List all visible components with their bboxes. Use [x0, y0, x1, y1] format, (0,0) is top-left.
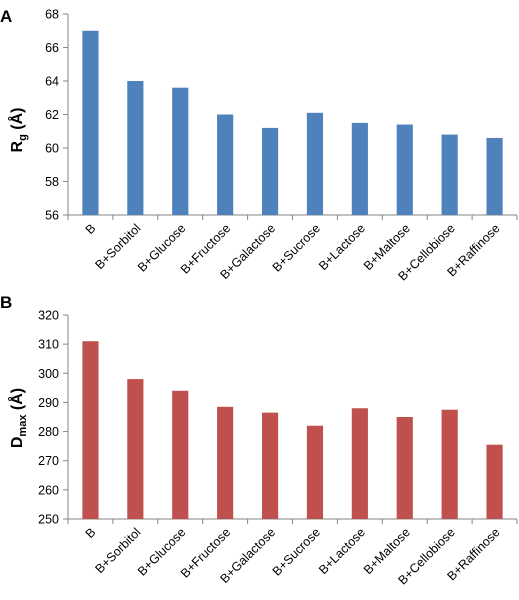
bar-b: [172, 390, 189, 519]
chart-panel-a: A Rg (Å) 56586062646668BB+SorbitolB+Gluc…: [0, 7, 518, 283]
y-tick-label-b: 310: [38, 338, 59, 352]
y-axis-label-b-unit: (Å): [7, 388, 26, 415]
y-tick-label-b: 280: [38, 425, 59, 439]
y-tick-label-b: 270: [38, 454, 59, 468]
y-axis-label-a: Rg (Å): [7, 108, 29, 153]
bar-a: [82, 30, 99, 215]
x-category-label-a: B+Lactose: [316, 221, 368, 273]
bar-b: [127, 379, 144, 519]
bar-b: [261, 412, 279, 519]
bar-a: [396, 124, 413, 215]
plot-area-b: 250260270280290300310320BB+SorbitolB+Glu…: [38, 309, 518, 587]
y-axis-label-a-unit: (Å): [7, 108, 26, 135]
y-tick-label-b: 250: [38, 513, 59, 527]
y-tick-label-a: 64: [45, 75, 59, 89]
bar-b: [82, 341, 99, 519]
y-tick-label-b: 290: [38, 396, 59, 410]
y-tick-label-a: 66: [45, 41, 59, 55]
bar-a: [261, 127, 279, 215]
x-category-label-a: B+Sucrose: [270, 221, 323, 274]
bar-b: [441, 409, 458, 519]
y-axis-label-b-sub: max: [17, 414, 29, 437]
x-category-label-b: B: [83, 525, 99, 541]
y-axis-label-b: Dmax (Å): [7, 388, 29, 448]
plot-area-a: 56586062646668BB+SorbitolB+GlucoseB+Fruc…: [45, 8, 518, 283]
y-tick-label-a: 56: [45, 209, 59, 223]
x-category-label-b: B+Sucrose: [270, 525, 323, 578]
y-tick-label-a: 58: [45, 175, 59, 189]
bar-a: [441, 134, 458, 215]
y-tick-label-b: 320: [38, 309, 59, 323]
x-category-label-b: B+Lactose: [316, 525, 368, 577]
y-axis-label-a-sub: g: [17, 134, 29, 141]
bar-b: [396, 417, 413, 519]
chart-panel-b: B Dmax (Å) 250260270280290300310320BB+So…: [0, 293, 518, 587]
y-tick-label-a: 60: [45, 142, 59, 156]
bar-a: [486, 137, 503, 215]
y-tick-label-a: 62: [45, 108, 59, 122]
bar-a: [306, 112, 324, 215]
y-axis-label-a-main: R: [9, 140, 26, 152]
y-tick-label-a: 68: [45, 8, 59, 22]
panel-label-b: B: [0, 293, 12, 312]
bar-a: [351, 122, 368, 215]
x-category-label-a: B: [83, 221, 99, 237]
bar-b: [351, 408, 368, 519]
bar-b: [217, 406, 234, 519]
bar-a: [127, 81, 144, 215]
bar-b: [306, 425, 324, 519]
bar-b: [486, 444, 503, 519]
panel-label-a: A: [0, 7, 12, 26]
bar-a: [217, 114, 234, 215]
bar-a: [172, 87, 189, 215]
y-axis-label-b-main: D: [9, 437, 26, 449]
y-tick-label-b: 260: [38, 483, 59, 497]
y-tick-label-b: 300: [38, 367, 59, 381]
